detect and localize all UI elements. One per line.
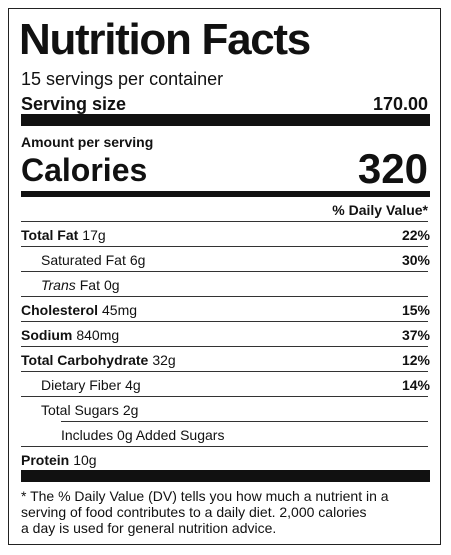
row-rule (21, 396, 428, 397)
calories-value: 320 (357, 145, 428, 192)
footnote-line: * The % Daily Value (DV) tells you how m… (21, 488, 389, 504)
row-rule (21, 371, 428, 372)
nutrient-dv: 22% (401, 226, 430, 243)
nutrition-label: Nutrition Facts 15 servings per containe… (8, 8, 441, 545)
row-rule (21, 321, 428, 322)
row-rule (21, 271, 428, 272)
nutrient-label: Includes 0g Added Sugars (61, 426, 225, 443)
nutrient-amount: 2g (122, 401, 139, 418)
nutrient-row: Total Sugars 2g (21, 397, 430, 422)
row-rule (21, 346, 428, 347)
nutrient-row: Dietary Fiber 4g 14% (21, 372, 430, 397)
nutrient-row: Total Fat 17g 22% (21, 222, 430, 247)
nutrient-amount: 840mg (76, 326, 120, 343)
nutrient-row: Includes 0g Added Sugars (21, 422, 430, 447)
nutrient-amount: 6g (129, 251, 146, 268)
nutrient-amount: 17g (82, 226, 106, 243)
nutrient-dv: 12% (401, 351, 430, 368)
footnote-line: a day is used for general nutrition advi… (21, 520, 277, 536)
nutrient-label: Cholesterol (21, 301, 99, 318)
nutrient-label-italic: Trans (41, 276, 76, 293)
nutrient-dv: 14% (401, 376, 430, 393)
nutrient-amount: 32g (152, 351, 176, 368)
nutrient-row: Saturated Fat 6g 30% (21, 247, 430, 272)
nutrient-row: Sodium 840mg 37% (21, 322, 430, 347)
nutrient-dv: 15% (401, 301, 430, 318)
amount-per-serving: Amount per serving (21, 134, 154, 150)
nutrient-label: Sodium (21, 326, 73, 343)
nutrient-label: Total Fat (21, 226, 79, 243)
footnote-line: serving of food contributes to a daily d… (21, 504, 367, 520)
nutrient-amount: 10g (73, 451, 97, 468)
nutrient-row: Trans Fat 0g (21, 272, 430, 297)
nutrient-label: Total Sugars (41, 401, 119, 418)
daily-value-header: % Daily Value* (332, 202, 428, 218)
row-rule (61, 421, 428, 422)
servings: 15 servings per container (21, 69, 224, 89)
nutrient-label: Dietary Fiber (41, 376, 122, 393)
nutrient-dv: 30% (401, 251, 430, 268)
nutrient-row: Total Carbohydrate 32g 12% (21, 347, 430, 372)
serving-size-label: Serving size (21, 94, 127, 114)
serving-size-value: 170.00 (372, 94, 428, 114)
row-rule (21, 296, 428, 297)
nutrient-label: Total Carbohydrate (21, 351, 149, 368)
nutrient-amount: 45mg (102, 301, 138, 318)
nutrient-label: Protein (21, 451, 70, 468)
title: Nutrition Facts (19, 15, 311, 64)
nutrient-row: Protein 10g (21, 447, 430, 472)
nutrient-label: Fat (79, 276, 100, 293)
nutrient-dv: 37% (401, 326, 430, 343)
nutrient-amount: 4g (125, 376, 141, 393)
nutrient-label: Saturated Fat (41, 251, 126, 268)
row-rule (21, 246, 428, 247)
thick-rule (21, 470, 430, 482)
row-rule (21, 221, 428, 222)
medium-rule (21, 191, 430, 197)
nutrient-amount: 0g (103, 276, 120, 293)
calories-label: Calories (21, 152, 148, 188)
row-rule (21, 446, 428, 447)
nutrient-row: Cholesterol 45mg 15% (21, 297, 430, 322)
thick-rule (21, 114, 430, 126)
